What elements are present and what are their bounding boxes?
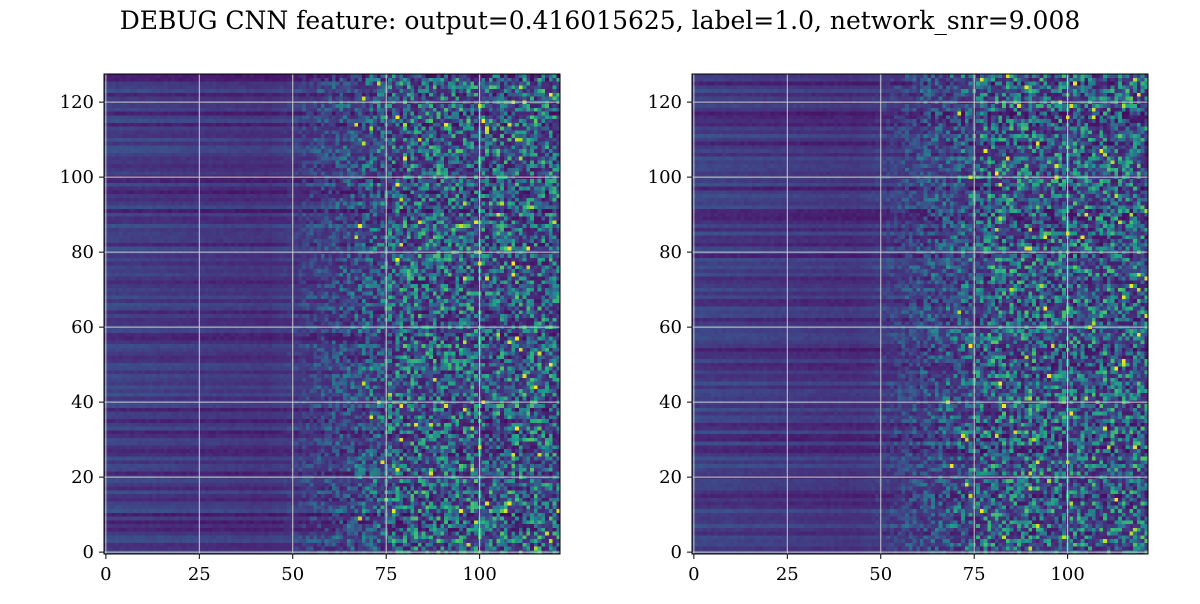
left-ytick-label-100: 100 [60,167,94,188]
right-ytick-label-40: 40 [659,392,682,413]
heatmap-left-image [104,74,560,554]
heatmap-right-image [692,74,1148,554]
right-frame [691,73,1149,555]
left-xtick-label-25: 25 [188,564,211,585]
heatmap-left-axes: 0 25 50 75 100 0 20 40 60 80 100 120 [60,73,561,585]
left-xtick-label-0: 0 [100,564,111,585]
left-xtick-label-100: 100 [462,564,496,585]
left-ytick-label-40: 40 [71,392,94,413]
left-ytick-label-0: 0 [83,542,94,563]
right-xtick-label-100: 100 [1050,564,1084,585]
heatmap-left: 0 25 50 75 100 0 20 40 60 80 100 120 [60,73,561,585]
heatmap-right-axes: 0 25 50 75 100 0 20 40 60 80 100 120 [648,73,1149,585]
right-ytick-label-0: 0 [671,542,682,563]
right-xtick-label-0: 0 [688,564,699,585]
left-frame [103,73,561,555]
left-xtick-label-50: 50 [281,564,304,585]
right-ytick-label-60: 60 [659,317,682,338]
right-ytick-label-20: 20 [659,467,682,488]
figure-title: DEBUG CNN feature: output=0.416015625, l… [119,6,1081,35]
left-ytick-label-80: 80 [71,242,94,263]
right-ytick-label-120: 120 [648,92,682,113]
left-ytick-label-120: 120 [60,92,94,113]
right-xtick-label-50: 50 [869,564,892,585]
right-ytick-label-100: 100 [648,167,682,188]
right-ytick-label-80: 80 [659,242,682,263]
right-xtick-label-25: 25 [776,564,799,585]
left-ytick-label-60: 60 [71,317,94,338]
heatmap-right: 0 25 50 75 100 0 20 40 60 80 100 120 [648,73,1149,585]
left-xtick-label-75: 75 [375,564,398,585]
right-xtick-label-75: 75 [963,564,986,585]
left-ytick-label-20: 20 [71,467,94,488]
